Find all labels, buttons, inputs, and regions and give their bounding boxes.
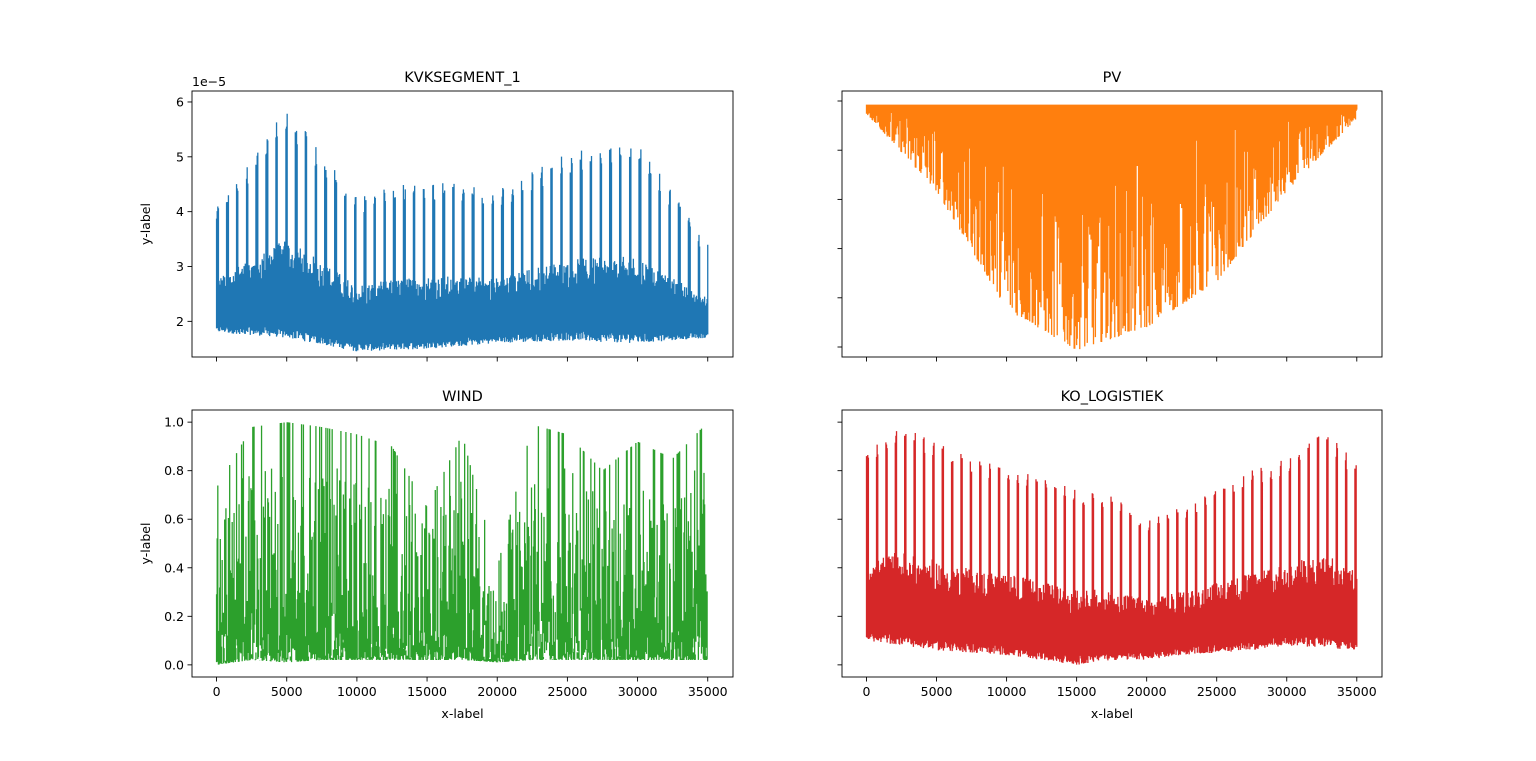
y-tick-label: 0.2 (164, 609, 184, 624)
panel-ko-logistiek: 0 5000 10000 15000 20000 25000 30000 35000 KO_LO… (837, 389, 1383, 721)
series-line (215, 422, 709, 665)
y-axis-label: y-label (138, 523, 153, 565)
axes-frame (841, 90, 1383, 358)
axes-frame (191, 90, 734, 358)
x-tick-label: 15000 (407, 684, 447, 699)
y-tick-label: 0.6 (164, 512, 184, 527)
y-tick-label: 0.8 (164, 463, 184, 478)
panel-wind: 0 5000 10000 15000 20000 25000 30000 35000 0.0 0.… (138, 389, 734, 721)
panel-kvksegment: 2 3 4 5 6 KVKSEGMENT_1 y-label 1e−5 (138, 70, 734, 362)
axes-frame (191, 409, 734, 678)
x-tick-label: 35000 (688, 684, 728, 699)
chart-title: WIND (442, 389, 483, 405)
axes-frame (841, 409, 1383, 678)
x-tick-label: 10000 (987, 684, 1027, 699)
x-tick-label: 0 (863, 684, 871, 699)
x-axis-label: x-label (441, 706, 483, 721)
y-offset-text: 1e−5 (192, 74, 226, 89)
x-tick-label: 35000 (1337, 684, 1377, 699)
y-tick-label: 3 (176, 259, 184, 274)
x-tick-label: 30000 (618, 684, 658, 699)
x-tick-label: 5000 (271, 684, 303, 699)
y-tick-label: 0.0 (164, 657, 184, 672)
x-tick-label: 0 (213, 684, 221, 699)
y-tick-label: 0.4 (164, 560, 184, 575)
chart-title: KVKSEGMENT_1 (404, 70, 520, 86)
x-tick-label: 5000 (921, 684, 953, 699)
y-tick-label: 5 (176, 149, 184, 164)
x-tick-label: 15000 (1057, 684, 1097, 699)
y-axis-label: y-label (138, 203, 153, 245)
x-axis-label: x-label (1091, 706, 1133, 721)
chart-title: KO_LOGISTIEK (1061, 389, 1164, 405)
x-tick-label: 20000 (477, 684, 517, 699)
series-line (865, 104, 1358, 350)
series-line (865, 431, 1358, 665)
y-tick-label: 2 (176, 314, 184, 329)
x-tick-label: 10000 (337, 684, 377, 699)
y-tick-label: 6 (176, 94, 184, 109)
y-tick-label: 1.0 (164, 415, 184, 430)
series-line (215, 113, 709, 352)
x-tick-label: 25000 (1197, 684, 1237, 699)
y-tick-label: 4 (176, 204, 184, 219)
x-tick-label: 20000 (1127, 684, 1167, 699)
panel-pv: PV (837, 70, 1383, 362)
x-tick-label: 30000 (1267, 684, 1307, 699)
x-tick-label: 25000 (548, 684, 588, 699)
chart-title: PV (1103, 70, 1122, 86)
